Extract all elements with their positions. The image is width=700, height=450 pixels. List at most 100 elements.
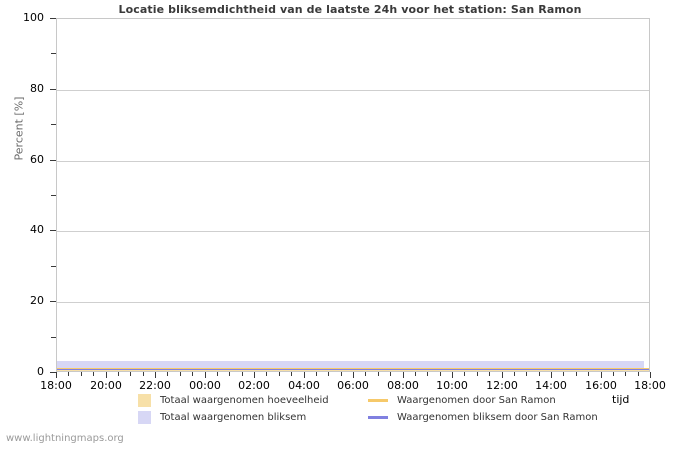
y-tick-label: 100 (23, 11, 44, 24)
x-tick-minor (514, 372, 515, 376)
x-tick-minor (613, 372, 614, 376)
x-tick-minor (378, 372, 379, 376)
x-tick-label: 04:00 (288, 379, 320, 392)
y-tick-major (50, 372, 56, 373)
y-tick-minor (51, 53, 56, 55)
y-tick-label: 60 (30, 152, 44, 166)
x-tick-label: 14:00 (535, 379, 567, 392)
x-tick-label: 08:00 (387, 379, 419, 392)
x-tick-label: 16:00 (585, 379, 617, 392)
x-tick-minor (415, 372, 416, 376)
legend-line-icon (368, 416, 388, 419)
y-tick-major (50, 18, 56, 19)
x-tick-minor (638, 372, 639, 376)
x-tick-minor (440, 372, 441, 376)
y-tick-minor (51, 336, 56, 338)
gridline (57, 231, 649, 233)
x-tick-label: 18:00 (634, 379, 666, 392)
x-tick-minor (464, 372, 465, 376)
x-axis-label: tijd (612, 393, 630, 406)
x-tick-minor (68, 372, 69, 376)
x-tick-minor (427, 372, 428, 376)
legend-label: Waargenomen door San Ramon (397, 395, 556, 406)
x-tick-label: 02:00 (238, 379, 270, 392)
x-tick-major (205, 372, 206, 378)
y-tick-major (50, 159, 56, 161)
legend-row: Totaal waargenomen hoeveelheid Waargenome… (138, 392, 608, 409)
y-tick-minor (51, 195, 56, 196)
x-tick-label: 12:00 (486, 379, 518, 392)
x-tick-minor (328, 372, 329, 376)
legend-swatch-icon (138, 394, 151, 407)
x-tick-minor (588, 372, 589, 376)
x-tick-major (353, 372, 354, 378)
x-tick-minor (229, 372, 230, 376)
x-tick-minor (81, 372, 82, 376)
legend-row: Totaal waargenomen bliksem Waargenomen bl… (138, 409, 608, 426)
x-tick-major (56, 372, 57, 378)
x-tick-minor (192, 372, 193, 376)
x-tick-minor (563, 372, 564, 376)
x-tick-minor (526, 372, 527, 376)
legend-entry[interactable]: Totaal waargenomen hoeveelheid (138, 394, 368, 407)
x-tick-label: 06:00 (337, 379, 369, 392)
chart-legend: Totaal waargenomen hoeveelheid Waargenome… (138, 392, 608, 426)
y-tick-major (50, 88, 56, 90)
legend-line-icon (368, 399, 388, 402)
legend-entry[interactable]: Waargenomen door San Ramon (368, 395, 556, 406)
series-line-waargenomen-bliksem-door-san-ramon (57, 369, 649, 370)
y-tick-label: 40 (30, 223, 44, 237)
x-tick-minor (576, 372, 577, 376)
legend-label: Waargenomen bliksem door San Ramon (397, 412, 598, 423)
y-tick-label: 0 (37, 365, 44, 378)
page-title: Locatie bliksemdichtheid van de laatste … (118, 3, 582, 16)
x-tick-minor (365, 372, 366, 376)
x-tick-label: 20:00 (90, 379, 122, 392)
legend-entry[interactable]: Waargenomen bliksem door San Ramon (368, 412, 598, 423)
x-tick-minor (167, 372, 168, 376)
x-tick-major (502, 372, 503, 378)
x-tick-minor (625, 372, 626, 376)
x-tick-label: 10:00 (436, 379, 468, 392)
x-tick-minor (118, 372, 119, 376)
x-tick-major (254, 372, 255, 378)
legend-label: Totaal waargenomen hoeveelheid (160, 395, 329, 406)
x-tick-minor (341, 372, 342, 376)
gridline (57, 302, 649, 304)
y-tick-label: 80 (30, 81, 44, 95)
x-tick-major (403, 372, 404, 378)
x-tick-major (155, 372, 156, 378)
y-tick-major (50, 230, 56, 232)
x-tick-minor (266, 372, 267, 376)
gridline (57, 160, 649, 162)
legend-label: Totaal waargenomen bliksem (160, 412, 307, 423)
x-tick-minor (477, 372, 478, 376)
x-tick-major (106, 372, 107, 378)
x-tick-minor (539, 372, 540, 376)
x-tick-minor (242, 372, 243, 376)
x-tick-minor (316, 372, 317, 376)
x-tick-major (304, 372, 305, 378)
x-tick-label: 18:00 (40, 379, 72, 392)
y-tick-minor (51, 265, 56, 267)
x-tick-minor (489, 372, 490, 376)
x-tick-minor (217, 372, 218, 376)
y-tick-minor (51, 124, 56, 126)
plot-area (56, 18, 650, 372)
x-tick-label: 00:00 (189, 379, 221, 392)
legend-entry[interactable]: Totaal waargenomen bliksem (138, 411, 368, 424)
x-tick-major (650, 372, 651, 378)
y-tick-major (50, 301, 56, 303)
gridline (57, 89, 649, 91)
x-tick-minor (93, 372, 94, 376)
x-tick-label: 22:00 (139, 379, 171, 392)
x-tick-minor (143, 372, 144, 376)
x-tick-minor (279, 372, 280, 376)
x-tick-minor (130, 372, 131, 376)
x-tick-major (452, 372, 453, 378)
x-tick-major (551, 372, 552, 378)
x-tick-minor (180, 372, 181, 376)
legend-swatch-icon (138, 411, 151, 424)
series-area-totaal-waargenomen-bliksem (57, 361, 645, 370)
x-tick-minor (390, 372, 391, 376)
